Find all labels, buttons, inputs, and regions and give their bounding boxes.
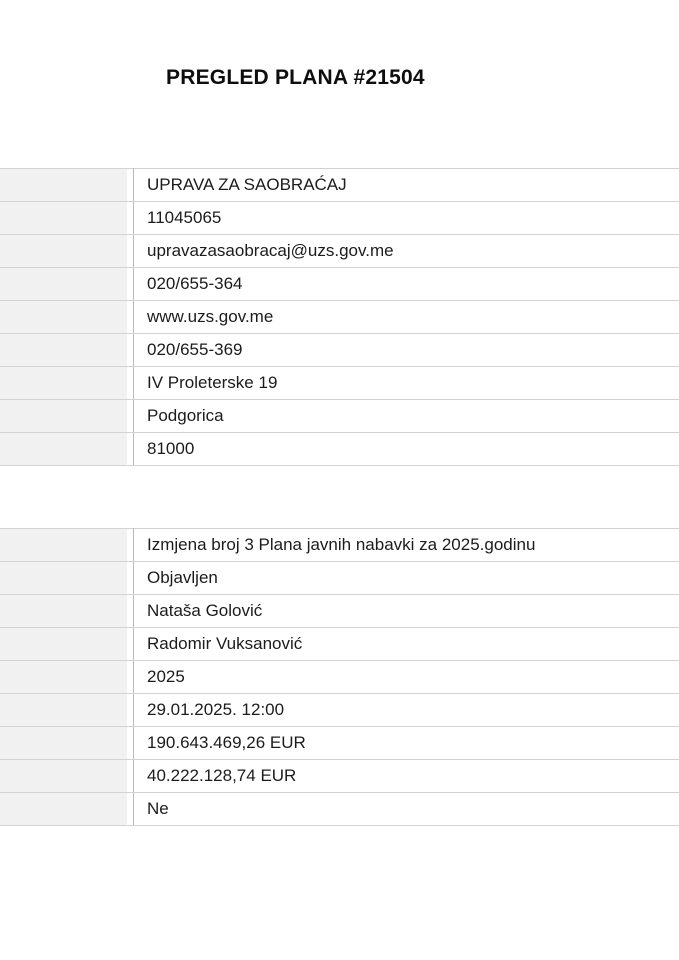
table-row: UPRAVA ZA SAOBRAĆAJ [0,168,679,202]
row-label-cell [0,792,134,826]
table-row: 81000 [0,432,679,466]
table-row: upravazasaobracaj@uzs.gov.me [0,234,679,268]
row-label-cell [0,594,134,628]
page-title: PREGLED PLANA #21504 [166,66,425,89]
row-label-cell [0,201,134,235]
table-row: Izmjena broj 3 Plana javnih nabavki za 2… [0,528,679,562]
plan-info-table: Izmjena broj 3 Plana javnih nabavki za 2… [0,528,679,826]
buyer-name-value: UPRAVA ZA SAOBRAĆAJ [133,168,679,202]
table-row: Ne [0,792,679,826]
table-row: Podgorica [0,399,679,433]
plan-total-amount-value: 190.643.469,26 EUR [133,726,679,760]
table-row: www.uzs.gov.me [0,300,679,334]
buyer-postal-code-value: 81000 [133,432,679,466]
row-label-cell [0,693,134,727]
row-label-cell [0,726,134,760]
buyer-email-value: upravazasaobracaj@uzs.gov.me [133,234,679,268]
row-label-cell [0,528,134,562]
table-row: 190.643.469,26 EUR [0,726,679,760]
row-label-cell [0,168,134,202]
row-label-cell [0,267,134,301]
row-label-cell [0,759,134,793]
buyer-phone-value: 020/655-364 [133,267,679,301]
table-row: 020/655-364 [0,267,679,301]
row-label-cell [0,399,134,433]
table-row: 020/655-369 [0,333,679,367]
plan-person-1-value: Nataša Golović [133,594,679,628]
buyer-fax-value: 020/655-369 [133,333,679,367]
buyer-info-table: UPRAVA ZA SAOBRAĆAJ 11045065 upravazasao… [0,168,679,466]
table-row: 11045065 [0,201,679,235]
table-row: 40.222.128,74 EUR [0,759,679,793]
row-label-cell [0,432,134,466]
table-row: Objavljen [0,561,679,595]
table-row: 2025 [0,660,679,694]
buyer-website-value: www.uzs.gov.me [133,300,679,334]
plan-person-2-value: Radomir Vuksanović [133,627,679,661]
row-label-cell [0,561,134,595]
row-label-cell [0,366,134,400]
table-row: Nataša Golović [0,594,679,628]
plan-flag-value: Ne [133,792,679,826]
buyer-city-value: Podgorica [133,399,679,433]
row-label-cell [0,300,134,334]
row-label-cell [0,333,134,367]
buyer-address-value: IV Proleterske 19 [133,366,679,400]
plan-secondary-amount-value: 40.222.128,74 EUR [133,759,679,793]
row-label-cell [0,660,134,694]
plan-year-value: 2025 [133,660,679,694]
row-label-cell [0,627,134,661]
plan-publish-datetime-value: 29.01.2025. 12:00 [133,693,679,727]
plan-title-value: Izmjena broj 3 Plana javnih nabavki za 2… [133,528,679,562]
table-row: Radomir Vuksanović [0,627,679,661]
table-row: IV Proleterske 19 [0,366,679,400]
table-row: 29.01.2025. 12:00 [0,693,679,727]
buyer-id-number-value: 11045065 [133,201,679,235]
plan-status-value: Objavljen [133,561,679,595]
row-label-cell [0,234,134,268]
